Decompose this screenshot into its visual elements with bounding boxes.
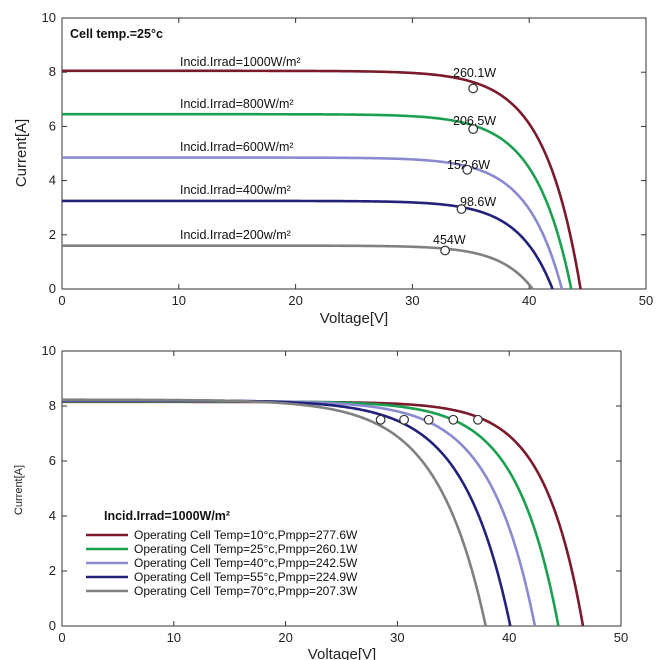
mpp-marker — [448, 414, 459, 425]
power-label: 152.6W — [447, 158, 490, 172]
x-tick-label: 40 — [522, 293, 536, 308]
y-tick-label: 8 — [49, 64, 56, 79]
series-lines — [62, 69, 582, 290]
series-line — [62, 244, 534, 290]
x-tick-label: 20 — [278, 630, 292, 645]
legend-entry: Operating Cell Temp=25°c,Pmpp=260.1W — [134, 542, 358, 556]
y-tick-label: 6 — [49, 453, 56, 468]
series-label: Incid.Irrad=600W/m² — [180, 140, 294, 154]
x-tick-label: 50 — [639, 293, 653, 308]
y-tick-label: 6 — [49, 118, 56, 133]
series-label: Incid.Irrad=400w/m² — [180, 183, 291, 197]
y-tick-label: 10 — [42, 343, 56, 358]
y-tick-label: 0 — [49, 618, 56, 633]
y-ticks: 0 2 4 6 8 10 — [42, 10, 646, 296]
series-label: Incid.Irrad=800W/m² — [180, 97, 294, 111]
y-axis-label: Current[A] — [13, 465, 25, 515]
mpp-marker — [423, 414, 434, 425]
mpp-marker — [375, 414, 386, 425]
mpp-marker — [462, 164, 473, 175]
chart-irradiance: 0 2 4 6 8 10 0 10 20 30 40 50 Incid.Irrad=1000W/m²… — [13, 10, 653, 327]
y-tick-label: 4 — [49, 173, 56, 188]
x-tick-label: 30 — [405, 293, 419, 308]
x-axis-label: Voltage[V] — [320, 310, 388, 327]
series-line — [62, 112, 573, 290]
x-tick-label: 10 — [167, 630, 181, 645]
legend-entry: Operating Cell Temp=70°c,Pmpp=207.3W — [134, 584, 358, 598]
power-label: 454W — [433, 233, 466, 247]
y-tick-label: 8 — [49, 398, 56, 413]
plot-frame — [61, 350, 622, 627]
series-line — [62, 398, 487, 627]
legend-entry: Operating Cell Temp=55°c,Pmpp=224.9W — [134, 570, 358, 584]
y-tick-label: 10 — [42, 10, 56, 25]
series-line — [62, 156, 564, 290]
y-tick-label: 0 — [49, 281, 56, 296]
y-tick-label: 2 — [49, 227, 56, 242]
legend: Incid.Irrad=1000W/m² Operating Cell Temp… — [86, 509, 358, 598]
mpp-markers — [440, 83, 479, 256]
series-line — [62, 69, 582, 290]
annotation-cell-temp: Cell temp.=25°c — [70, 27, 163, 41]
x-tick-label: 0 — [58, 630, 65, 645]
mpp-marker — [456, 204, 467, 214]
series-lines — [62, 398, 585, 627]
power-label: 98.6W — [460, 195, 496, 209]
y-axis-label: Current[A] — [13, 119, 30, 187]
series-line — [62, 199, 554, 290]
x-tick-label: 20 — [288, 293, 302, 308]
series-labels: Incid.Irrad=1000W/m² 260.1W Incid.Irrad=80… — [180, 55, 496, 247]
x-axis-label: Voltage[V] — [308, 646, 376, 660]
series-label: Incid.Irrad=200w/m² — [180, 228, 291, 242]
y-tick-label: 2 — [49, 563, 56, 578]
series-label: Incid.Irrad=1000W/m² — [180, 55, 301, 69]
power-label: 206.5W — [453, 114, 496, 128]
legend-title: Incid.Irrad=1000W/m² — [104, 509, 230, 523]
legend-entry: Operating Cell Temp=10°c,Pmpp=277.6W — [134, 528, 358, 542]
mpp-markers — [375, 414, 483, 425]
power-label: 260.1W — [453, 66, 496, 80]
y-ticks: 0 2 4 6 8 10 — [42, 343, 621, 633]
x-ticks: 0 10 20 30 40 50 — [58, 18, 653, 308]
x-tick-label: 40 — [502, 630, 516, 645]
x-tick-label: 0 — [58, 293, 65, 308]
x-ticks: 0 10 20 30 40 50 — [58, 351, 628, 645]
mpp-marker — [468, 83, 479, 94]
chart-temperature: 0 2 4 6 8 10 0 10 20 30 40 50 Incid.Irrad=1000W/m²… — [13, 343, 628, 660]
mpp-marker — [472, 414, 483, 425]
plot-frame — [61, 17, 647, 290]
mpp-marker — [468, 124, 479, 135]
mpp-marker — [399, 414, 410, 425]
mpp-marker — [440, 245, 451, 256]
x-tick-label: 30 — [390, 630, 404, 645]
x-tick-label: 50 — [614, 630, 628, 645]
legend-entry: Operating Cell Temp=40°c,Pmpp=242.5W — [134, 556, 358, 570]
x-tick-label: 10 — [172, 293, 186, 308]
y-tick-label: 4 — [49, 508, 56, 523]
